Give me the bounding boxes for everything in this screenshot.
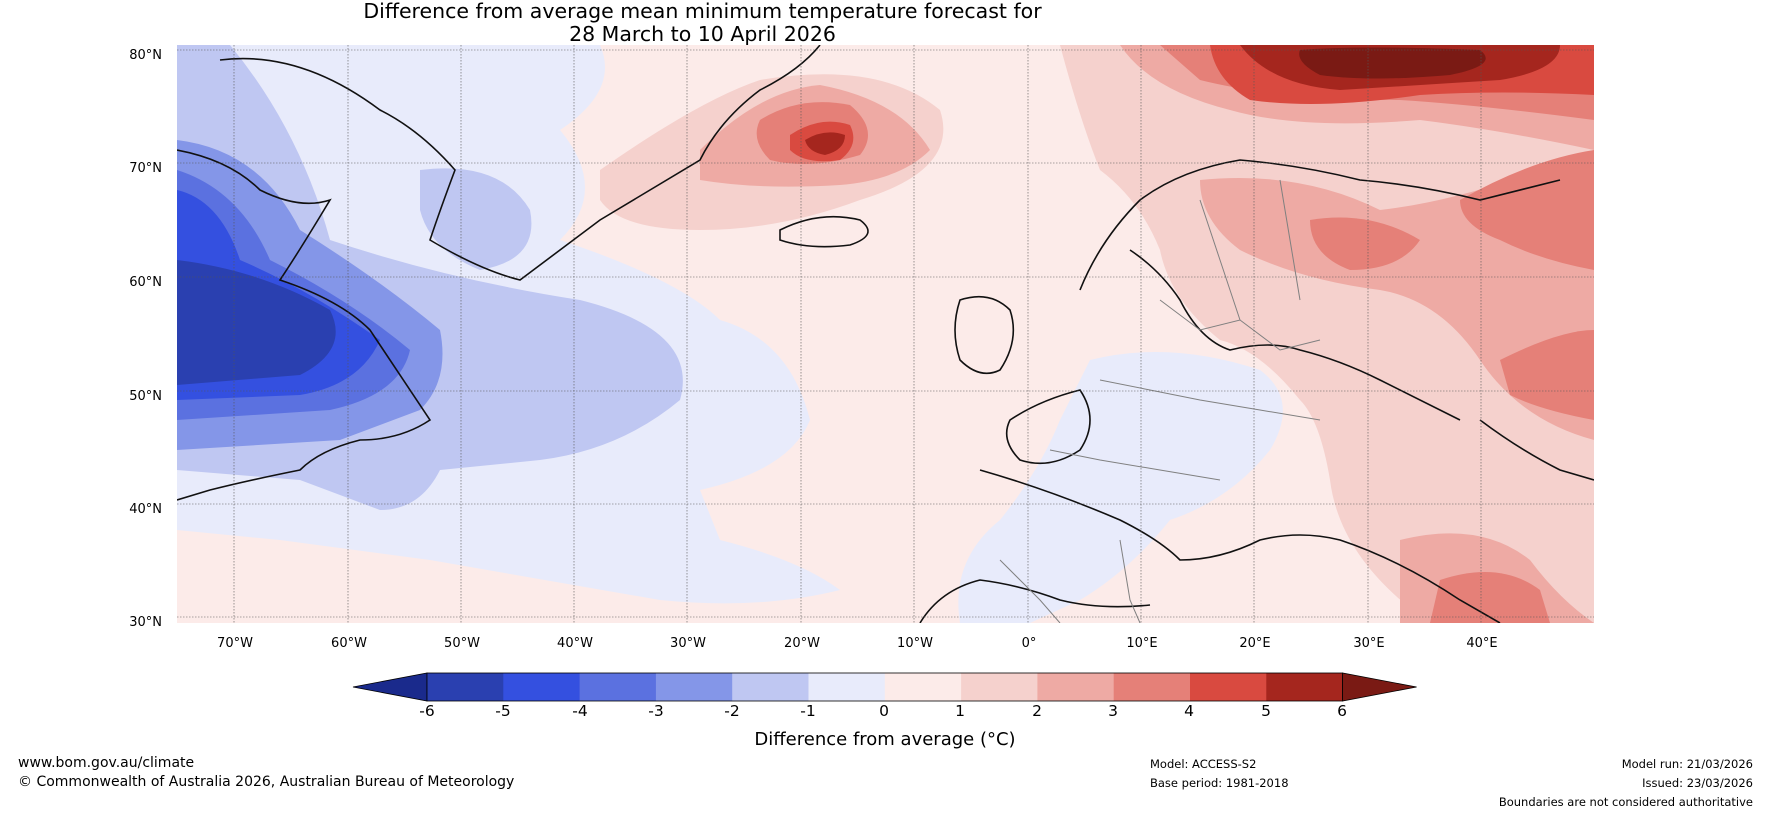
lon-label-20e: 20°E [1239, 636, 1271, 651]
colorbar-tick: 6 [1337, 702, 1347, 720]
russia-anomaly [1460, 150, 1594, 270]
colorbar-extend-high [1342, 672, 1417, 702]
colorbar-tick: 2 [1032, 702, 1042, 720]
lon-label-10e: 10°E [1126, 636, 1158, 651]
labrador-anomaly [177, 260, 336, 385]
issued-date: Issued: 23/03/2026 [1642, 776, 1753, 790]
lon-label-70w: 70°W [217, 636, 253, 651]
lat-label-80n: 80°N [129, 48, 162, 63]
colorbar-outline [426, 672, 1343, 702]
colorbar-tick: 1 [955, 702, 965, 720]
lon-label-0: 0° [1021, 636, 1037, 651]
east-europe-warm [1500, 330, 1594, 420]
coastlines [177, 45, 1594, 623]
colorbar-segment [1113, 673, 1191, 701]
colorbar-segment [655, 673, 733, 701]
lat-label-60n: 60°N [129, 275, 162, 290]
lon-label-40w: 40°W [557, 636, 593, 651]
chart-title: Difference from average mean minimum tem… [0, 0, 1405, 46]
lon-label-20w: 20°W [784, 636, 820, 651]
boundary-disclaimer: Boundaries are not considered authoritat… [1498, 795, 1753, 809]
copyright-text: © Commonwealth of Australia 2026, Austra… [18, 774, 515, 790]
colorbar-segment [961, 673, 1038, 701]
lon-label-30e: 30°E [1353, 636, 1385, 651]
colorbar-tick: -6 [419, 702, 435, 720]
colorbar-segment [503, 673, 580, 701]
lat-label-50n: 50°N [129, 389, 162, 404]
model-run-date: Model run: 21/03/2026 [1621, 757, 1753, 771]
lat-label-40n: 40°N [129, 502, 162, 517]
iceland-core-anomaly [805, 132, 845, 155]
europe-cold-anomaly [958, 352, 1283, 623]
map-field [177, 45, 1594, 623]
eastern-warm-anomaly [1060, 45, 1594, 623]
colorbar [352, 672, 1417, 702]
colorbar-segment [427, 673, 504, 701]
lon-label-10w: 10°W [897, 636, 933, 651]
country-borders [999, 179, 1321, 623]
colorbar-segment [1190, 673, 1267, 701]
greenland-cold-anomaly [420, 168, 532, 270]
colorbar-tick: -2 [724, 702, 740, 720]
lon-label-40e: 40°E [1466, 636, 1498, 651]
colorbar-tick: -1 [800, 702, 816, 720]
colorbar-segment [579, 673, 657, 701]
website-link[interactable]: www.bom.gov.au/climate [18, 755, 195, 771]
colorbar-tick: 3 [1108, 702, 1118, 720]
lon-label-60w: 60°W [331, 636, 367, 651]
colorbar-segment [808, 673, 886, 701]
lon-label-50w: 50°W [444, 636, 480, 651]
title-line-1: Difference from average mean minimum tem… [363, 0, 1042, 23]
colorbar-segment [1037, 673, 1115, 701]
colorbar-tick: 5 [1261, 702, 1271, 720]
colorbar-tick: -3 [648, 702, 664, 720]
title-line-2: 28 March to 10 April 2026 [569, 22, 836, 46]
arabia-warm [1430, 572, 1550, 623]
finland-warm-anomaly [1310, 217, 1420, 270]
base-period: Base period: 1981-2018 [1150, 776, 1289, 790]
barents-core-anomaly [1299, 47, 1486, 79]
colorbar-tick: 0 [879, 702, 889, 720]
lat-label-70n: 70°N [129, 161, 162, 176]
lon-label-30w: 30°W [670, 636, 706, 651]
colorbar-segment [1266, 673, 1343, 701]
colorbar-tick: -5 [495, 702, 511, 720]
lat-label-30n: 30°N [129, 615, 162, 630]
colorbar-extend-low [352, 672, 428, 702]
colorbar-segment [884, 673, 962, 701]
colorbar-segment [732, 673, 809, 701]
model-name: Model: ACCESS-S2 [1150, 757, 1257, 771]
colorbar-label: Difference from average (°C) [754, 729, 1016, 750]
colorbar-tick: -4 [572, 702, 588, 720]
graticule [177, 45, 1594, 623]
colorbar-tick: 4 [1184, 702, 1194, 720]
